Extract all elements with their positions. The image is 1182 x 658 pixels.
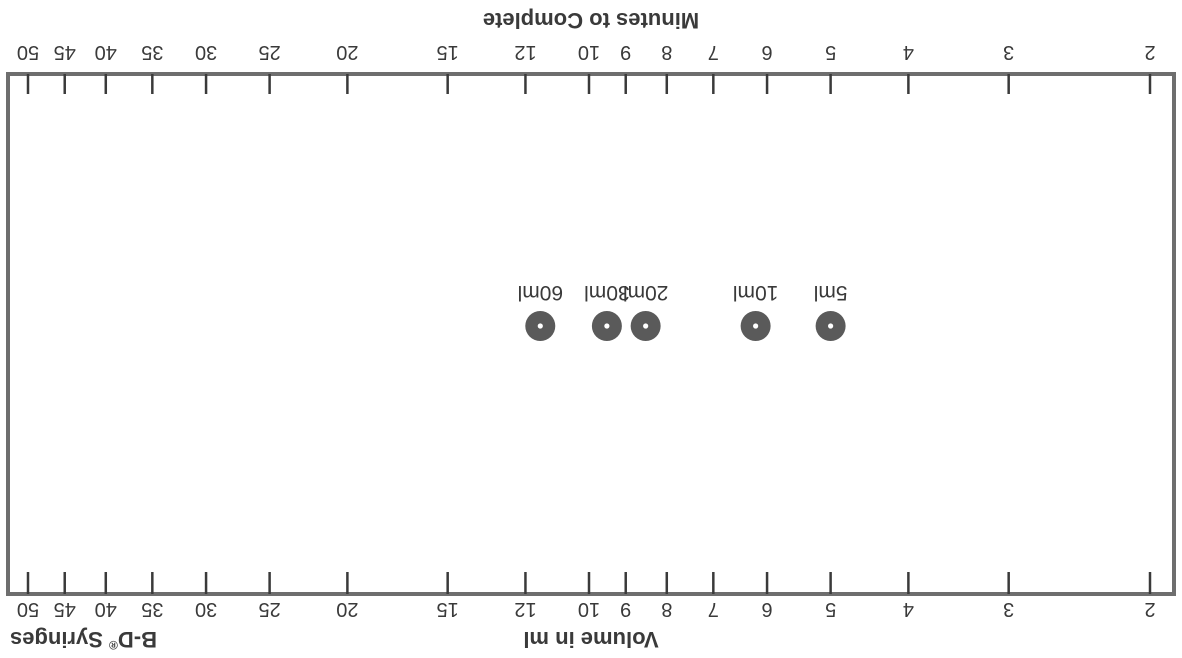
syringe-marker-center xyxy=(604,323,610,329)
volume-tick-label: 40 xyxy=(95,41,117,63)
volume-tick-label: 15 xyxy=(437,41,459,63)
brand-label: B-D® Syringes xyxy=(10,627,157,652)
syringe-marker-label: 5ml xyxy=(814,281,848,304)
syringe-marker-label: 20ml xyxy=(623,281,669,304)
volume-tick-label: 35 xyxy=(141,41,163,63)
minutes-tick-label: 35 xyxy=(141,598,163,620)
minutes-tick-label: 7 xyxy=(708,598,719,620)
minutes-axis-title: Minutes to Complete xyxy=(483,8,699,33)
volume-tick-label: 6 xyxy=(761,41,772,63)
volume-tick-label: 10 xyxy=(578,41,600,63)
minutes-tick-label: 40 xyxy=(95,598,117,620)
minutes-tick-label: 30 xyxy=(195,598,217,620)
volume-tick-label: 25 xyxy=(258,41,280,63)
volume-tick-label: 8 xyxy=(661,41,672,63)
syringe-marker-center xyxy=(753,323,759,329)
volume-tick-label: 7 xyxy=(708,41,719,63)
volume-tick-label: 9 xyxy=(620,41,631,63)
volume-tick-label: 12 xyxy=(514,41,536,63)
syringe-marker-center xyxy=(828,323,834,329)
syringe-marker-label: 30ml xyxy=(584,281,630,304)
minutes-tick-label: 5 xyxy=(825,598,836,620)
syringe-marker-center xyxy=(643,323,649,329)
syringe-marker-label: 60ml xyxy=(518,281,564,304)
minutes-tick-label: 50 xyxy=(17,598,39,620)
minutes-tick-label: 45 xyxy=(54,598,76,620)
volume-tick-label: 5 xyxy=(825,41,836,63)
volume-tick-label: 50 xyxy=(17,41,39,63)
minutes-tick-label: 12 xyxy=(514,598,536,620)
volume-tick-label: 30 xyxy=(195,41,217,63)
minutes-tick-label: 20 xyxy=(336,598,358,620)
brand-suffix: Syringes xyxy=(10,627,109,652)
minutes-tick-label: 2 xyxy=(1144,598,1155,620)
volume-axis-title: Volume in ml xyxy=(523,627,658,652)
minutes-tick-label: 8 xyxy=(661,598,672,620)
chart-frame xyxy=(6,72,1176,596)
minutes-tick-label: 25 xyxy=(258,598,280,620)
volume-tick-label: 20 xyxy=(336,41,358,63)
minutes-tick-label: 3 xyxy=(1003,598,1014,620)
volume-tick-label: 4 xyxy=(903,41,914,63)
minutes-tick-label: 4 xyxy=(903,598,914,620)
brand-registered-mark: ® xyxy=(109,638,118,652)
minutes-tick-label: 10 xyxy=(578,598,600,620)
brand-prefix: B-D xyxy=(118,627,157,652)
volume-tick-label: 45 xyxy=(54,41,76,63)
syringe-marker-label: 10ml xyxy=(733,281,779,304)
minutes-tick-label: 15 xyxy=(437,598,459,620)
minutes-tick-label: 9 xyxy=(620,598,631,620)
volume-tick-label: 2 xyxy=(1144,41,1155,63)
volume-tick-label: 3 xyxy=(1003,41,1014,63)
syringe-marker-center xyxy=(537,323,543,329)
minutes-tick-label: 6 xyxy=(761,598,772,620)
